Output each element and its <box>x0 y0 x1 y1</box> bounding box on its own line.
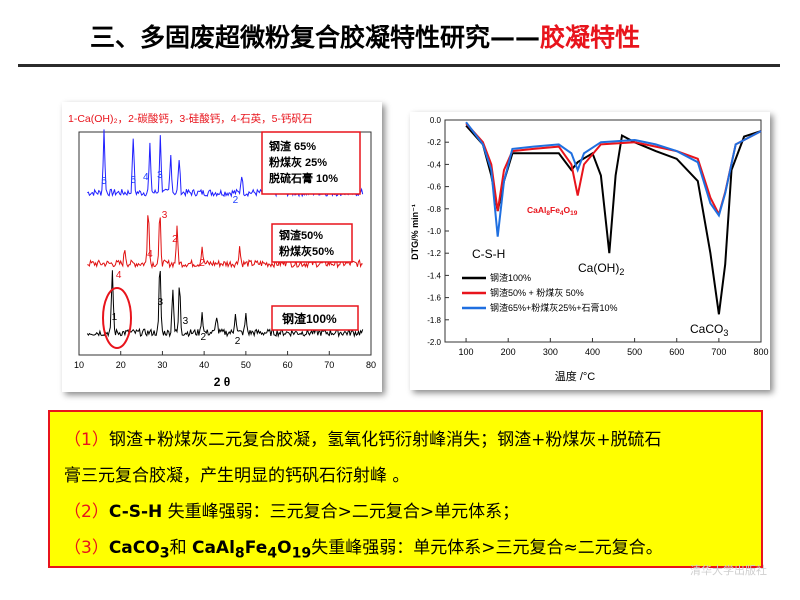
xrd-peak-label: 4 <box>116 270 122 281</box>
xrd-peak-label: 3 <box>157 170 163 181</box>
dtg-y-tick-label: -0.8 <box>427 205 441 214</box>
dtg-chart: 0.0 -0.2 -0.4 -0.6 -0.8 -1.0 -1.2 -1.4 -1.6 -1.8 -… <box>410 116 769 383</box>
dtg-series-line <box>465 122 762 218</box>
xrd-peak-label: 2 <box>201 332 207 343</box>
note-3-formula: CaCO3 <box>108 538 170 562</box>
xrd-x-tick-label: 20 <box>116 360 126 370</box>
watermark: 清华大学出版社 <box>690 564 767 577</box>
xrd-box-bot <box>271 305 359 331</box>
dtg-legend-label: 钢渣50% + 粉煤灰 50% <box>490 287 584 298</box>
note-1-text: 钢渣+粉煤灰二元复合胶凝，氢氧化钙衍射峰消失；钢渣+粉煤灰+脱硫石 <box>108 430 662 450</box>
dtg-anno-caoh2: Ca(OH)2 <box>578 261 624 277</box>
note-1-number: （1） <box>64 430 109 450</box>
note-2-text: 失重峰强弱：三元复合>二元复合>单元体系； <box>162 502 520 522</box>
note-line-3: （2）C-S-H 失重峰强弱：三元复合>二元复合>单元体系； <box>64 494 747 530</box>
xrd-x-tick-label: 70 <box>324 360 334 370</box>
dtg-y-tick-label: -1.4 <box>427 271 441 280</box>
page-title: 三、多固废超微粉复合胶凝特性研究——胶凝特性 <box>90 18 640 54</box>
xrd-peak-label: 2 <box>235 336 241 347</box>
dtg-y-tick-label: -1.0 <box>427 227 441 236</box>
dtg-xlabel: 温度 /°C <box>555 369 596 383</box>
xrd-peak-label: 2 <box>233 195 239 206</box>
dtg-y-tick-label: -0.4 <box>427 160 441 169</box>
note-1-text-cont: 膏三元复合胶凝，产生明显的钙矾石衍射峰 。 <box>64 466 410 486</box>
xrd-peak-label: 2 <box>172 234 178 245</box>
dtg-x-tick-label: 300 <box>543 347 558 357</box>
xrd-x-tick-label: 60 <box>283 360 293 370</box>
title-rule <box>18 64 780 67</box>
title-accent: 胶凝特性 <box>540 23 641 52</box>
xrd-box-mid-2: 粉煤灰50% <box>279 244 334 258</box>
dtg-x-tick-label: 500 <box>627 347 642 357</box>
dtg-legend-label: 钢渣65%+粉煤灰25%+石膏10% <box>490 302 618 313</box>
dtg-x-tick-label: 800 <box>753 347 768 357</box>
note-line-2: 膏三元复合胶凝，产生明显的钙矾石衍射峰 。 <box>64 458 747 494</box>
note-3-and: 和 <box>169 538 192 558</box>
dtg-x-tick-label: 400 <box>585 347 600 357</box>
xrd-legend: 1-Ca(OH)₂，2-碳酸钙，3-硅酸钙，4-石英，5-钙矾石 <box>68 112 312 125</box>
dtg-legend: 钢渣100% 钢渣50% + 粉煤灰 50% 钢渣65%+粉煤灰25%+石膏10% <box>462 272 618 313</box>
dtg-y-tick-label: -0.6 <box>427 183 441 192</box>
xrd-box-top-1: 钢渣 65% <box>269 139 316 153</box>
xrd-series-line <box>87 215 363 270</box>
xrd-box-top-2: 粉煤灰 25% <box>269 155 327 169</box>
dtg-y-tick-label: -1.6 <box>427 294 441 303</box>
note-2-bold: C-S-H <box>108 502 163 522</box>
xrd-x-tick-label: 10 <box>74 360 84 370</box>
xrd-xlabel: 2 θ <box>214 375 231 389</box>
dtg-y-tick-label: -1.2 <box>427 249 441 258</box>
xrd-x-tick-label: 80 <box>366 360 376 370</box>
xrd-peak-label: 4 <box>147 249 153 260</box>
dtg-x-tick-label: 700 <box>711 347 726 357</box>
xrd-x-tick-label: 50 <box>241 360 251 370</box>
xrd-peak-label: 5 <box>101 176 107 187</box>
xrd-box-mid <box>271 223 353 263</box>
dtg-y-tick-label: -2.0 <box>427 338 441 347</box>
xrd-peak-label: 1 <box>112 312 118 323</box>
xrd-x-tick-label: 30 <box>157 360 167 370</box>
xrd-peak-label: 5 <box>130 175 136 186</box>
conclusions-box: （1）钢渣+粉煤灰二元复合胶凝，氢氧化钙衍射峰消失；钢渣+粉煤灰+脱硫石 膏三元… <box>48 410 763 568</box>
xrd-chart: 1-Ca(OH)₂，2-碳酸钙，3-硅酸钙，4-石英，5-钙矾石 10 20 30 4… <box>68 112 376 389</box>
note-3-formula-2: CaAl8Fe4O19 <box>191 538 312 562</box>
xrd-box-mid-1: 钢渣50% <box>279 228 323 242</box>
note-2-number: （2） <box>64 502 109 522</box>
note-line-4: （3）CaCO3和 CaAl8Fe4O19失重峰强弱：单元体系>三元复合≈二元复… <box>64 530 747 571</box>
dtg-x-tick-label: 100 <box>459 347 474 357</box>
dtg-ylabel: DTG/% min⁻¹ <box>410 204 420 260</box>
dtg-y-tick-label: -0.2 <box>427 138 441 147</box>
xrd-highlight-circle <box>102 287 132 349</box>
dtg-anno-csh: C-S-H <box>472 247 505 261</box>
dtg-series-line <box>465 121 762 237</box>
dtg-chart-panel: 0.0 -0.2 -0.4 -0.6 -0.8 -1.0 -1.2 -1.4 -1.6 -1.8 -… <box>410 112 770 390</box>
xrd-peak-label: 3 <box>162 210 168 221</box>
dtg-anno-caal8: CaAl8Fe4O19 <box>527 205 578 217</box>
xrd-chart-panel: 1-Ca(OH)₂，2-碳酸钙，3-硅酸钙，4-石英，5-钙矾石 10 20 30 4… <box>62 102 382 392</box>
xrd-peak-label: 3 <box>183 316 189 327</box>
note-3-number: （3） <box>64 538 109 558</box>
dtg-marks: 0.0 -0.2 -0.4 -0.6 -0.8 -1.0 -1.2 -1.4 -1.6 -1.8 -… <box>427 116 768 357</box>
title-main: 三、多固废超微粉复合胶凝特性研究—— <box>90 23 541 52</box>
dtg-legend-label: 钢渣100% <box>490 272 531 283</box>
xrd-peak-label: 4 <box>143 172 149 183</box>
xrd-peak-label: 3 <box>158 297 164 308</box>
dtg-anno-caco3: CaCO3 <box>690 322 728 338</box>
note-line-1: （1）钢渣+粉煤灰二元复合胶凝，氢氧化钙衍射峰消失；钢渣+粉煤灰+脱硫石 <box>64 422 747 458</box>
xrd-box-bot-1: 钢渣100% <box>282 311 337 326</box>
dtg-y-tick-label: 0.0 <box>430 116 442 125</box>
note-3-text: 失重峰强弱：单元体系>三元复合≈二元复合。 <box>311 538 663 558</box>
xrd-box-top-3: 脱硫石膏 10% <box>269 171 338 185</box>
dtg-y-tick-label: -1.8 <box>427 316 441 325</box>
xrd-peak-label: 2 <box>199 258 205 269</box>
xrd-plot-frame <box>78 131 372 356</box>
dtg-x-tick-label: 200 <box>501 347 516 357</box>
dtg-x-tick-label: 600 <box>669 347 684 357</box>
xrd-x-tick-label: 40 <box>199 360 209 370</box>
xrd-box-top <box>261 131 361 195</box>
